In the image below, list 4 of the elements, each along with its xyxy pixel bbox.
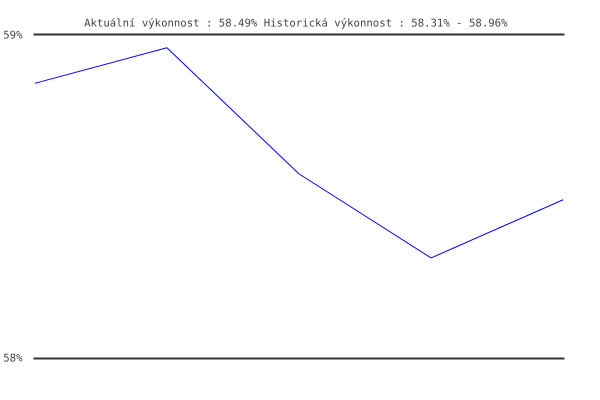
y-tick-label: 59% bbox=[3, 28, 24, 42]
chart-title: Aktuální výkonnost : 58.49% Historická výkonnost : 58.31% - 58.96% bbox=[84, 16, 508, 30]
y-tick-label: 58% bbox=[3, 352, 24, 365]
line-series bbox=[34, 47, 564, 258]
